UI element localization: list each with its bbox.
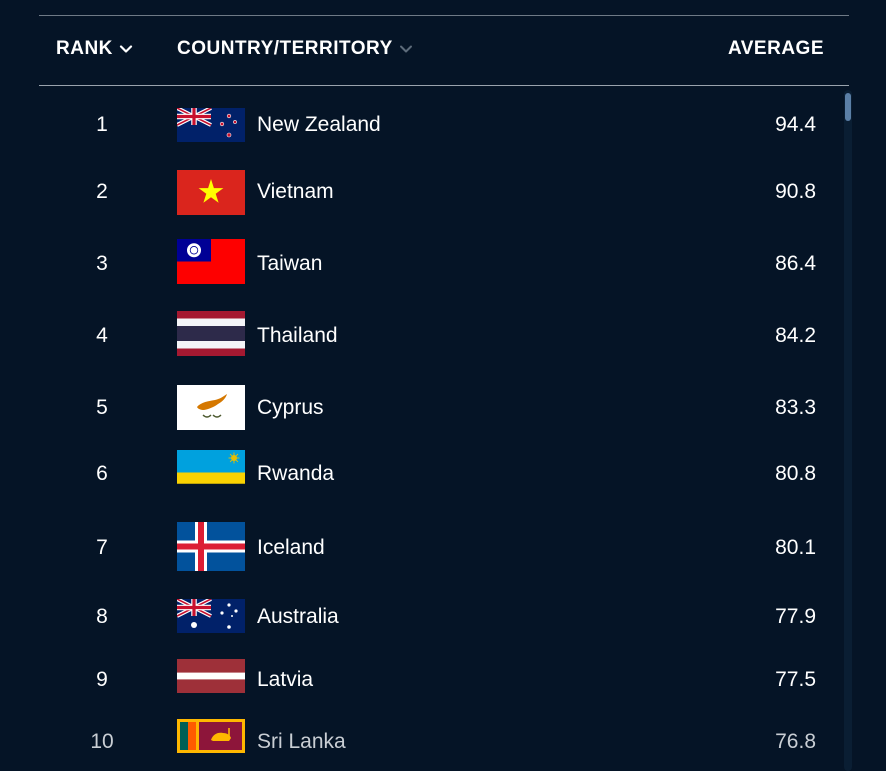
table-header: RANK COUNTRY/TERRITORY AVERAGE (39, 16, 849, 85)
chevron-down-icon (399, 42, 413, 56)
table-row[interactable]: 9 Latvia 77.5 (39, 651, 839, 713)
sri-lanka-flag-icon (177, 719, 245, 753)
rank-cell: 10 (90, 730, 114, 753)
rank-cell: 3 (96, 252, 108, 275)
rank-cell: 8 (96, 605, 108, 628)
average-cell: 80.1 (775, 536, 816, 559)
rwanda-flag-icon (177, 450, 245, 495)
average-cell: 84.2 (775, 324, 816, 347)
average-cell: 76.8 (775, 730, 816, 753)
table-row[interactable]: 5 Cyprus 83.3 (39, 372, 839, 438)
country-name-cell: Thailand (257, 324, 338, 347)
taiwan-flag-icon (177, 239, 245, 284)
table-row[interactable]: 10 Sri Lanka 76.8 (39, 713, 839, 771)
country-header-label: COUNTRY/TERRITORY (177, 38, 393, 59)
rank-cell: 2 (96, 180, 108, 203)
table-row[interactable]: 1 N (39, 94, 839, 154)
table-row[interactable]: 4 Thailand 84.2 (39, 300, 839, 366)
country-name-cell: Vietnam (257, 180, 334, 203)
rank-header-label: RANK (56, 38, 113, 59)
country-name-cell: Cyprus (257, 396, 324, 419)
country-column-header[interactable]: COUNTRY/TERRITORY (177, 38, 413, 60)
table-row[interactable]: 7 Iceland 80.1 (39, 514, 839, 580)
country-name-cell: Rwanda (257, 462, 335, 485)
chevron-down-icon (119, 42, 133, 56)
table-row[interactable]: 6 Rwanda 80.8 (39, 444, 839, 504)
new-zealand-flag-icon (177, 108, 245, 142)
cyprus-flag-icon (177, 385, 245, 430)
rank-cell: 9 (96, 668, 108, 691)
average-cell: 94.4 (775, 113, 816, 136)
country-name-cell: Australia (257, 605, 339, 628)
scrollbar-thumb[interactable] (845, 93, 851, 121)
rank-column-header[interactable]: RANK (56, 38, 133, 60)
rank-cell: 4 (96, 324, 108, 347)
iceland-flag-icon (177, 522, 245, 571)
top-divider (39, 15, 849, 16)
average-cell: 77.5 (775, 668, 816, 691)
header-divider (39, 85, 849, 86)
rank-cell: 7 (96, 536, 108, 559)
thailand-flag-icon (177, 311, 245, 356)
country-name-cell: New Zealand (257, 113, 381, 136)
australia-flag-icon (177, 599, 245, 633)
country-name-cell: Iceland (257, 536, 325, 559)
vietnam-flag-icon (177, 170, 245, 215)
table-row[interactable]: 3 Taiwan 86.4 (39, 228, 839, 294)
vertical-scrollbar[interactable] (844, 90, 852, 771)
average-cell: 77.9 (775, 605, 816, 628)
country-name-cell: Taiwan (257, 252, 323, 275)
table-row[interactable]: 2 Vietnam 90.8 (39, 160, 839, 222)
average-cell: 90.8 (775, 180, 816, 203)
rank-cell: 6 (96, 462, 108, 485)
country-name-cell: Latvia (257, 668, 314, 691)
average-cell: 86.4 (775, 252, 816, 275)
average-cell: 80.8 (775, 462, 816, 485)
latvia-flag-icon (177, 659, 245, 693)
rank-cell: 5 (96, 396, 108, 419)
average-header-label: AVERAGE (727, 38, 824, 59)
average-column-header[interactable]: AVERAGE (728, 38, 824, 60)
ranking-table: RANK COUNTRY/TERRITORY AVERAGE 1 (39, 15, 849, 771)
country-name-cell: Sri Lanka (257, 730, 346, 753)
average-cell: 83.3 (775, 396, 816, 419)
rank-cell: 1 (96, 113, 108, 136)
table-row[interactable]: 8 (39, 589, 839, 647)
